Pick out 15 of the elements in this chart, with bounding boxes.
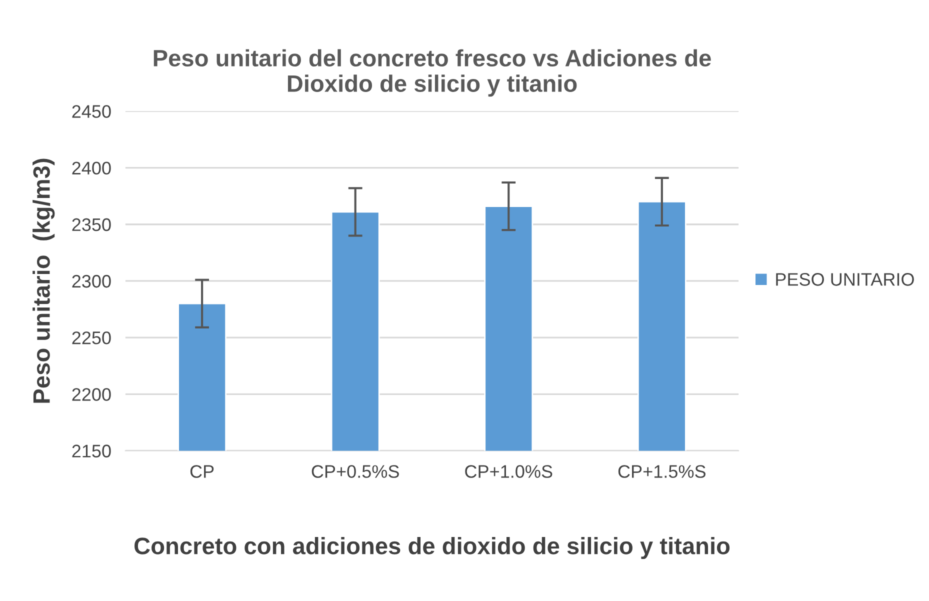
x-tick-label: CP+1.0%S [465, 465, 552, 478]
legend-label: PESO UNITARIO [776, 273, 914, 286]
x-axis-title: Concreto con adiciones de dioxido de silicio y titanio [134, 537, 730, 560]
x-tick-label: CP+1.5%S [618, 465, 706, 478]
y-tick-label: 2200 [72, 388, 111, 401]
x-tick-label: CP+0.5%S [312, 465, 399, 478]
chart-title: Peso unitario del concreto fresco vs Adiciones de Dioxido de silicio y titanio [154, 49, 711, 97]
y-tick-label: 2450 [72, 105, 111, 118]
y-tick-label: 2350 [72, 218, 111, 232]
y-tick-label: 2300 [72, 274, 111, 288]
y-tick-label: 2400 [72, 162, 111, 174]
y-tick-label: 2150 [72, 444, 111, 458]
y-tick-label: 2250 [72, 331, 111, 344]
y-axis-title: Peso unitario (kg/m3) [32, 158, 55, 403]
x-tick-label: CP [190, 465, 214, 478]
